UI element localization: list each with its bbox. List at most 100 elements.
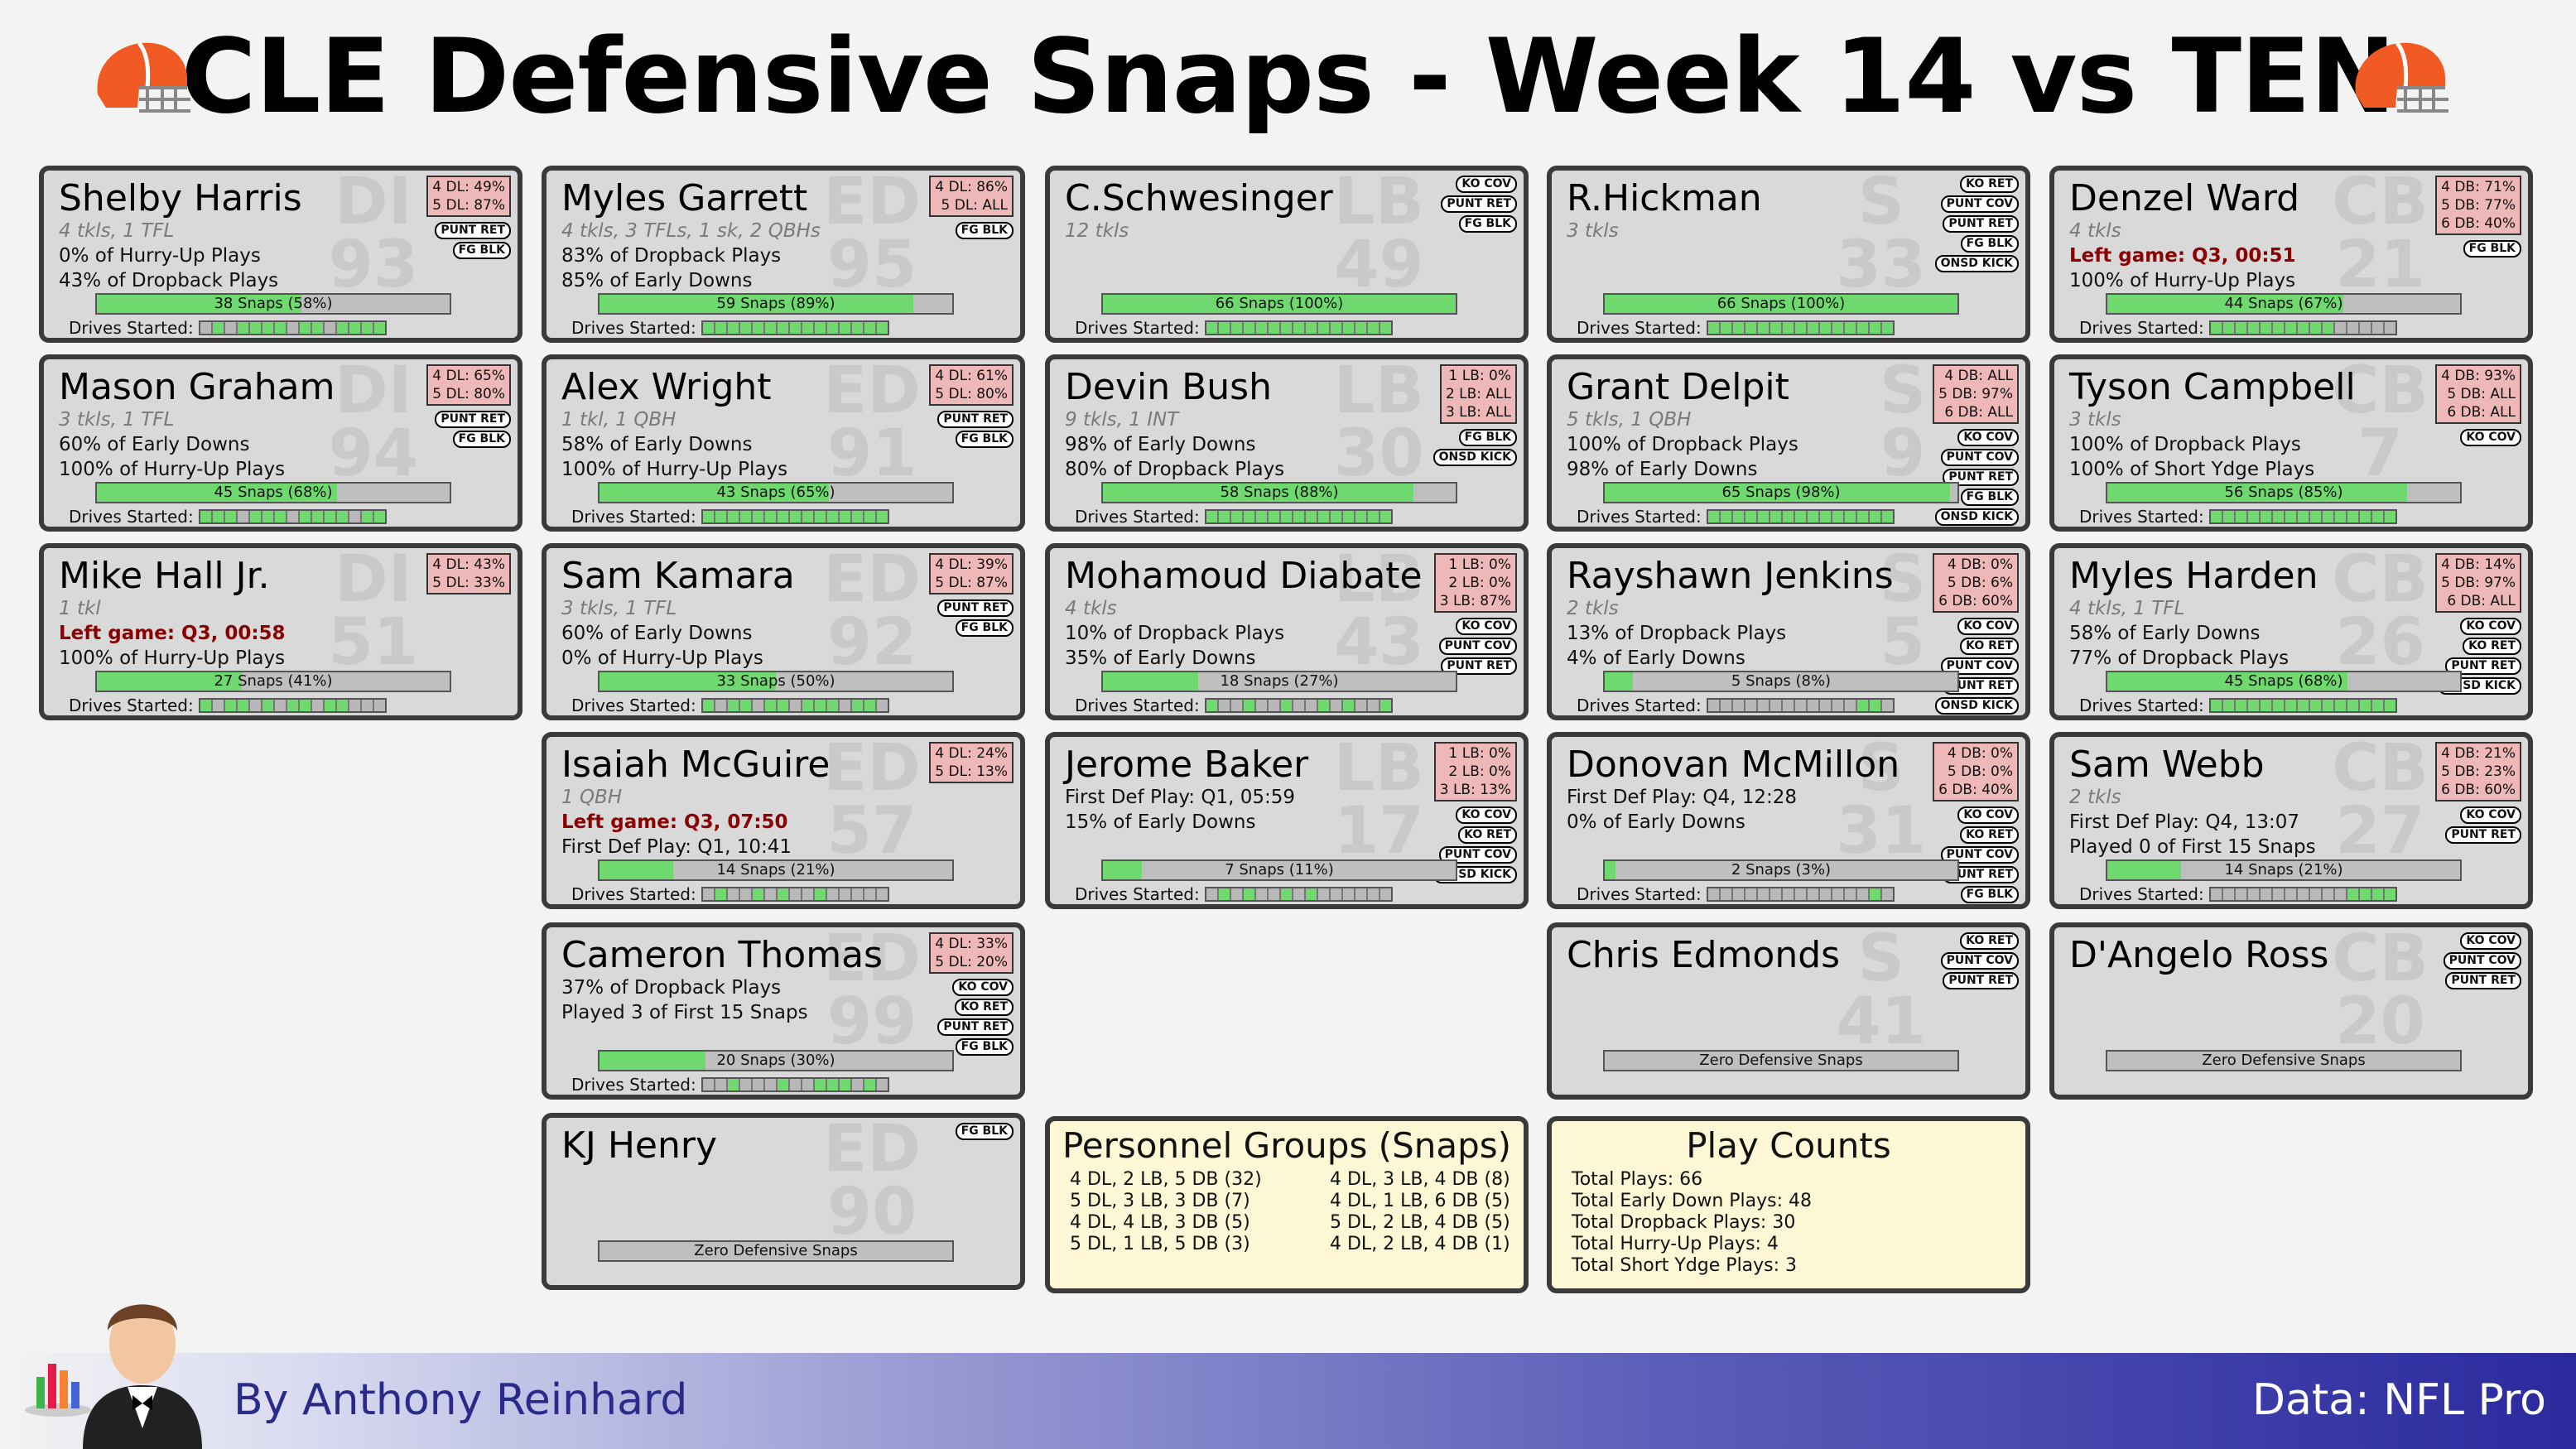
personnel-group-entry: 4 DL, 2 LB, 4 DB (1) — [1330, 1234, 1510, 1254]
drive-started-off — [764, 888, 778, 900]
drive-started-on — [336, 322, 349, 334]
drive-started-off — [1732, 888, 1745, 900]
drive-started-on — [2347, 888, 2360, 900]
special-teams-badge-punt-cov: PUNT COV — [1940, 449, 2019, 466]
drive-started-on — [1317, 511, 1331, 522]
drive-started-on — [1757, 322, 1770, 334]
personnel-groups-box: Personnel Groups (Snaps) 4 DL, 2 LB, 5 D… — [1045, 1116, 1529, 1293]
drives-started-row: Drives Started: — [69, 507, 387, 527]
drive-started-off — [1317, 888, 1331, 900]
jersey-number-watermark: 9 — [1880, 416, 1926, 491]
player-card-chris-edmonds: S 41 Chris Edmonds KO RET PUNT COV PUNT RET Ze… — [1547, 922, 2030, 1100]
drive-started-on — [1856, 511, 1870, 522]
position-number-watermark: CB 26 — [2332, 548, 2429, 675]
snap-count-bar: 33 Snaps (50%) — [598, 671, 954, 692]
drive-started-off — [349, 700, 362, 711]
snap-bar-fill — [97, 295, 302, 313]
drive-started-on — [802, 322, 815, 334]
player-card-r-hickman: S 33 R.Hickman 3 tkls KO RET PUNT COV PUNT RET… — [1547, 166, 2030, 343]
drive-started-on — [1355, 511, 1368, 522]
special-teams-badge-ko-cov: KO COV — [1957, 429, 2019, 446]
drive-started-on — [324, 511, 337, 522]
drive-started-on — [2210, 700, 2223, 711]
depth-usage-row: 5 DL: 87% — [935, 575, 1008, 591]
drive-started-on — [1206, 511, 1219, 522]
snap-count-bar: 59 Snaps (89%) — [598, 293, 954, 315]
depth-usage-row: 5 DB: 97% — [2441, 575, 2516, 591]
drive-started-on — [2309, 700, 2323, 711]
drive-started-on — [1794, 511, 1808, 522]
position-number-watermark: LB 49 — [1334, 171, 1424, 302]
drive-started-on — [237, 322, 250, 334]
drive-started-off — [1807, 888, 1820, 900]
player-name: Sam Kamara — [561, 555, 795, 597]
special-teams-badges: PUNT RET FG BLK — [937, 599, 1014, 639]
left-game-note: Left game: Q3, 07:50 — [561, 811, 788, 833]
position-watermark: S — [1857, 732, 1904, 806]
usage-line: First Def Play: Q1, 10:41 — [561, 836, 792, 858]
drive-started-on — [1268, 511, 1281, 522]
drive-started-on — [814, 322, 827, 334]
drive-started-off — [839, 700, 852, 711]
drive-started-on — [715, 322, 728, 334]
drive-started-on — [2235, 322, 2248, 334]
snap-bar-fill — [97, 484, 337, 502]
drive-started-on — [212, 511, 225, 522]
drive-started-on — [752, 322, 765, 334]
drive-started-on — [1379, 322, 1391, 334]
drives-started-label: Drives Started: — [2079, 318, 2204, 338]
stat-line: 4 tkls — [2069, 220, 2121, 242]
player-card-alex-wright: ED 91 Alex Wright 1 tkl, 1 QBH 58% of Early … — [542, 354, 1025, 532]
depth-usage-row: 4 DL: 86% — [935, 179, 1008, 195]
drive-started-on — [1218, 511, 1231, 522]
drive-started-on — [864, 1079, 877, 1090]
special-teams-badges: KO COV PUNT COV PUNT RET — [2443, 932, 2521, 992]
drive-started-on — [1869, 888, 1882, 900]
depth-usage-row: 4 DL: 33% — [935, 936, 1008, 952]
special-teams-badge-punt-cov: PUNT COV — [1940, 952, 2019, 970]
player-name: Rayshawn Jenkins — [1567, 555, 1894, 597]
drive-started-on — [2371, 700, 2385, 711]
jersey-number-watermark: 49 — [1334, 228, 1424, 302]
stat-line: 2 tkls — [2069, 787, 2121, 808]
depth-usage-row: 4 DB: ALL — [1944, 368, 2013, 384]
player-card-d-angelo-ross: CB 20 D'Angelo Ross KO COV PUNT COV PUNT RET Z… — [2049, 922, 2533, 1100]
drives-started-label: Drives Started: — [1577, 318, 1702, 338]
position-number-watermark: S 31 — [1836, 732, 1926, 864]
special-teams-badge-fg-blk: FG BLK — [452, 242, 511, 259]
depth-usage-row: 4 DB: 14% — [2441, 556, 2516, 573]
drives-started-label: Drives Started: — [571, 318, 696, 338]
drive-started-on — [2285, 700, 2298, 711]
drive-started-off — [2309, 888, 2323, 900]
depth-usage-box: 4 DB: 21% 5 DB: 23% 6 DB: 60% — [2435, 742, 2521, 802]
drive-started-off — [1794, 700, 1808, 711]
snap-bar-fill — [599, 672, 776, 691]
special-teams-badge-punt-ret: PUNT RET — [1943, 972, 2019, 989]
drive-started-off — [1367, 888, 1380, 900]
drive-started-off — [2222, 888, 2236, 900]
position-number-watermark: DI 94 — [328, 359, 418, 486]
depth-usage-box: 1 LB: 0% 2 LB: ALL 3 LB: ALL — [1439, 364, 1517, 424]
special-teams-badge-punt-ret: PUNT RET — [937, 599, 1014, 617]
drive-started-on — [1856, 322, 1870, 334]
snap-count-label: 18 Snaps (27%) — [1220, 672, 1339, 690]
special-teams-badge-fg-blk: FG BLK — [1458, 215, 1517, 233]
drive-started-on — [1230, 322, 1244, 334]
drives-started-label: Drives Started: — [1075, 507, 1200, 527]
drive-started-off — [1782, 700, 1795, 711]
special-teams-badges: KO COV PUNT COV PUNT RET FG BLK ONSD KICK — [1934, 429, 2019, 527]
player-notes: 4 tkls 10% of Dropback Plays 35% of Early … — [1065, 596, 1446, 671]
special-teams-badge-punt-ret: PUNT RET — [1943, 866, 2019, 883]
drive-started-on — [2247, 700, 2261, 711]
position-watermark: S — [1879, 354, 1926, 428]
special-teams-badge-punt-cov: PUNT COV — [1940, 846, 2019, 864]
drive-started-on — [224, 700, 238, 711]
drive-started-on — [1367, 322, 1380, 334]
play-count-entry: Total Dropback Plays: 30 — [1572, 1212, 1796, 1233]
drive-started-off — [739, 1079, 753, 1090]
player-notes: 9 tkls, 1 INT 98% of Early Downs 80% of Dr… — [1065, 407, 1446, 482]
drive-started-off — [1720, 888, 1733, 900]
drive-started-on — [1881, 511, 1893, 522]
drive-started-off — [1707, 700, 1721, 711]
drive-started-on — [1819, 322, 1832, 334]
